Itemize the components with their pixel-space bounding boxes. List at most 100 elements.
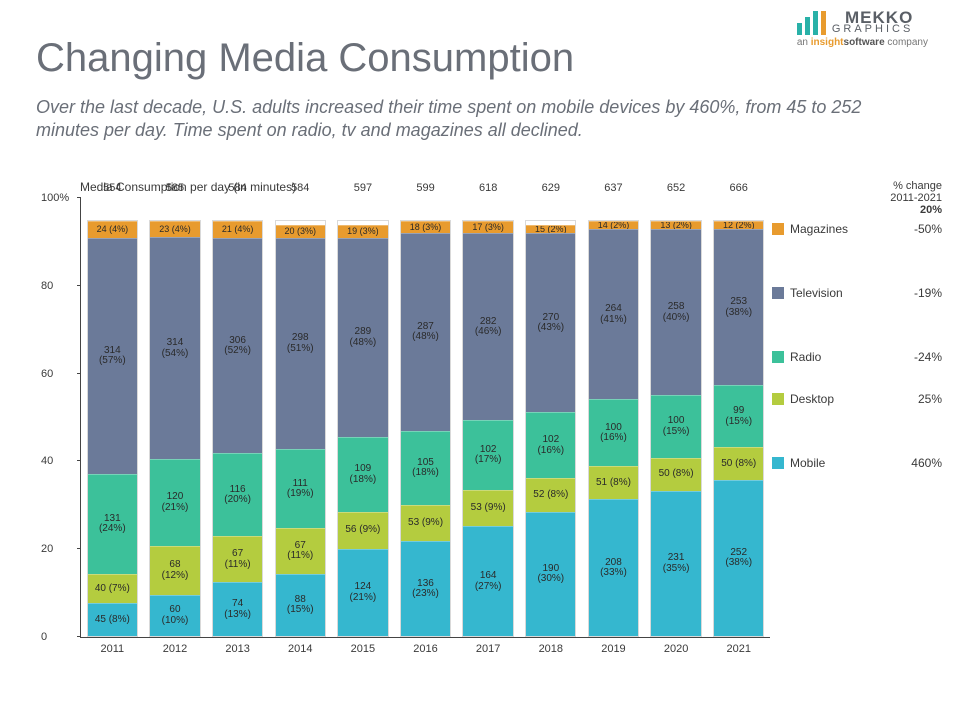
page-title: Changing Media Consumption xyxy=(36,36,574,81)
bar-segment-magazines: 20 (3%) xyxy=(276,225,325,237)
bar-column: 164(27%)53 (9%)102(17%)282(46%)17 (3%) xyxy=(457,198,520,637)
bar-segment-desktop: 67(11%) xyxy=(276,528,325,574)
logo-bars-icon xyxy=(797,11,826,35)
bar-segment-radio: 102(17%) xyxy=(463,420,512,489)
bar-segment-television: 314(54%) xyxy=(150,237,199,459)
column-total: 554 xyxy=(81,182,144,194)
y-axis-label: 0 xyxy=(41,631,47,643)
bar-segment-mobile: 136(23%) xyxy=(401,541,450,636)
bar-column: 252(38%)50 (8%)99(15%)253(38%)12 (2%) xyxy=(707,198,770,637)
x-axis-label: 2020 xyxy=(645,643,708,655)
bar-segment-mobile: 45 (8%) xyxy=(88,603,137,636)
bar-segment-radio: 111(19%) xyxy=(276,449,325,528)
bar-segment-television: 270(43%) xyxy=(526,233,575,411)
bar-column: 45 (8%)40 (7%)131(24%)314(57%)24 (4%) xyxy=(81,198,144,637)
bar-segment-mobile: 231(35%) xyxy=(651,491,700,636)
legend-name: Desktop xyxy=(790,392,902,406)
chart-legend: % change 2011-2021 20% Magazines-50% Tele… xyxy=(772,180,942,476)
bar-column: 74(13%)67(11%)116(20%)306(52%)21 (4%) xyxy=(206,198,269,637)
bar-segment-desktop: 51 (8%) xyxy=(589,466,638,499)
brand-logo: MEKKO GRAPHICS an insightsoftware compan… xyxy=(797,10,928,48)
stacked-bar: 190(30%)52 (8%)102(16%)270(43%)15 (2%) xyxy=(525,220,576,637)
legend-value: 460% xyxy=(902,456,942,470)
legend-name: Radio xyxy=(790,350,902,364)
bar-segment-radio: 116(20%) xyxy=(213,453,262,536)
column-total: 599 xyxy=(394,182,457,194)
bar-segment-desktop: 40 (7%) xyxy=(88,574,137,603)
y-axis-label: 60 xyxy=(41,368,53,380)
bar-segment-radio: 100(16%) xyxy=(589,399,638,465)
y-axis-label: 80 xyxy=(41,280,53,292)
x-axis-label: 2011 xyxy=(81,643,144,655)
legend-value: 25% xyxy=(902,392,942,406)
bar-segment-mobile: 164(27%) xyxy=(463,526,512,636)
logo-tagline: an insightsoftware company xyxy=(797,37,928,48)
legend-header: % change 2011-2021 20% xyxy=(772,180,942,216)
x-axis-label: 2013 xyxy=(206,643,269,655)
bar-segment-mobile: 74(13%) xyxy=(213,582,262,636)
stacked-bar: 136(23%)53 (9%)105(18%)287(48%)18 (3%) xyxy=(400,220,451,637)
y-axis-label: 40 xyxy=(41,455,53,467)
stacked-bar: 88(15%)67(11%)111(19%)298(51%)20 (3%) xyxy=(275,220,326,637)
legend-name: Television xyxy=(790,286,902,300)
stacked-bar: 231(35%)50 (8%)100(15%)258(40%)13 (2%) xyxy=(650,220,701,637)
stacked-bar: 60(10%)68(12%)120(21%)314(54%)23 (4%) xyxy=(149,220,200,637)
column-total: 585 xyxy=(144,182,207,194)
bar-segment-magazines: 12 (2%) xyxy=(714,221,763,229)
x-axis-label: 2019 xyxy=(582,643,645,655)
legend-swatch-icon xyxy=(772,393,784,405)
bar-segment-radio: 102(16%) xyxy=(526,412,575,478)
bar-segment-television: 314(57%) xyxy=(88,238,137,475)
bar-segment-magazines: 18 (3%) xyxy=(401,221,450,233)
x-axis-label: 2012 xyxy=(144,643,207,655)
column-total: 637 xyxy=(582,182,645,194)
bar-segment-television: 253(38%) xyxy=(714,229,763,385)
y-axis-label: 100% xyxy=(41,192,69,204)
legend-value: -24% xyxy=(902,350,942,364)
bar-column: 136(23%)53 (9%)105(18%)287(48%)18 (3%) xyxy=(394,198,457,637)
stacked-bar: 45 (8%)40 (7%)131(24%)314(57%)24 (4%) xyxy=(87,220,138,637)
column-total: 584 xyxy=(206,182,269,194)
page-subtitle: Over the last decade, U.S. adults increa… xyxy=(36,96,920,143)
bar-column: 88(15%)67(11%)111(19%)298(51%)20 (3%) xyxy=(269,198,332,637)
stacked-bar: 124(21%)56 (9%)109(18%)289(48%)19 (3%) xyxy=(337,220,388,637)
column-total: 584 xyxy=(269,182,332,194)
column-total: 666 xyxy=(707,182,770,194)
legend-row-mobile: Mobile460% xyxy=(772,456,942,470)
bar-segment-radio: 105(18%) xyxy=(401,431,450,505)
x-axis-labels: 2011201220132014201520162017201820192020… xyxy=(81,643,770,655)
bar-column: 124(21%)56 (9%)109(18%)289(48%)19 (3%) xyxy=(332,198,395,637)
legend-value: -19% xyxy=(902,286,942,300)
bar-segment-radio: 131(24%) xyxy=(88,474,137,574)
legend-value: -50% xyxy=(902,222,942,236)
stacked-bar: 252(38%)50 (8%)99(15%)253(38%)12 (2%) xyxy=(713,220,764,637)
bar-column: 60(10%)68(12%)120(21%)314(54%)23 (4%) xyxy=(144,198,207,637)
bar-segment-radio: 99(15%) xyxy=(714,385,763,447)
bar-segment-desktop: 50 (8%) xyxy=(714,447,763,480)
bar-segment-magazines: 15 (2%) xyxy=(526,225,575,233)
totals-row: 554585584584597599618629637652666 xyxy=(81,182,770,194)
column-total: 652 xyxy=(645,182,708,194)
bar-segment-magazines: 21 (4%) xyxy=(213,221,262,238)
stacked-bar: 164(27%)53 (9%)102(17%)282(46%)17 (3%) xyxy=(462,220,513,637)
x-axis-label: 2021 xyxy=(707,643,770,655)
legend-row-television: Television-19% xyxy=(772,286,942,300)
bar-segment-desktop: 56 (9%) xyxy=(338,512,387,549)
y-axis-label: 20 xyxy=(41,543,53,555)
bar-segment-mobile: 252(38%) xyxy=(714,480,763,636)
x-axis-label: 2017 xyxy=(457,643,520,655)
stacked-bar: 74(13%)67(11%)116(20%)306(52%)21 (4%) xyxy=(212,220,263,637)
x-axis-label: 2014 xyxy=(269,643,332,655)
bar-segment-magazines: 13 (2%) xyxy=(651,221,700,229)
bar-segment-desktop: 68(12%) xyxy=(150,546,199,595)
logo-text-bottom: GRAPHICS xyxy=(832,25,913,35)
bar-segment-magazines: 14 (2%) xyxy=(589,221,638,229)
legend-name: Magazines xyxy=(790,222,902,236)
bar-segment-television: 298(51%) xyxy=(276,238,325,450)
bar-segment-television: 289(48%) xyxy=(338,238,387,437)
bar-segment-magazines: 19 (3%) xyxy=(338,225,387,237)
column-total: 597 xyxy=(332,182,395,194)
bar-column: 208(33%)51 (8%)100(16%)264(41%)14 (2%) xyxy=(582,198,645,637)
bar-column: 190(30%)52 (8%)102(16%)270(43%)15 (2%) xyxy=(519,198,582,637)
bar-segment-television: 258(40%) xyxy=(651,229,700,395)
